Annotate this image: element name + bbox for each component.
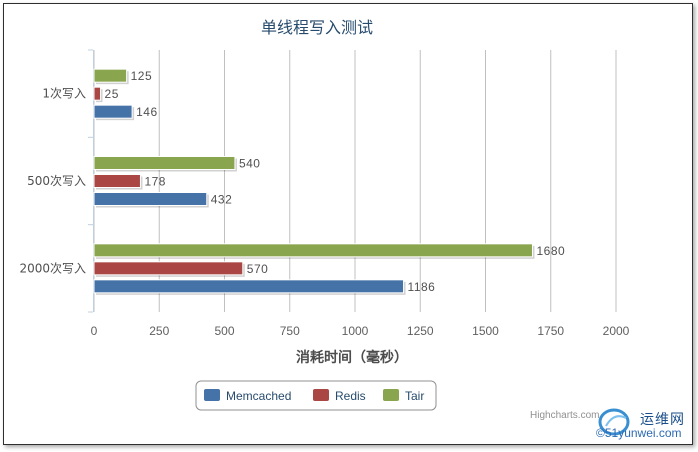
x-tick-label: 500 — [214, 324, 234, 338]
category-label: 500次写入 — [27, 174, 86, 188]
legend-swatch — [204, 389, 220, 401]
legend: Memcached Redis Tair — [195, 380, 437, 411]
category-label: 1次写入 — [42, 87, 86, 101]
x-tick-label: 1500 — [472, 324, 499, 338]
highcharts-credit[interactable]: Highcharts.com — [530, 410, 600, 421]
data-labels: 125 25 146 540 178 432 1680 570 1186 — [105, 69, 565, 294]
bar — [93, 86, 102, 101]
legend-label: Redis — [335, 389, 366, 403]
data-label: 1680 — [536, 244, 565, 258]
data-label: 540 — [239, 157, 261, 171]
data-label: 125 — [131, 69, 153, 83]
chart-title: 单线程写入测试 — [261, 18, 373, 37]
x-tick-labels: 0 250 500 750 1000 1250 1500 1750 2000 — [91, 324, 630, 338]
bars — [93, 68, 535, 295]
category-labels: 1次写入 500次写入 2000次写入 — [19, 87, 86, 276]
legend-label: Memcached — [226, 389, 291, 403]
x-tick-label: 250 — [149, 324, 169, 338]
x-axis-title: 消耗时间（毫秒） — [296, 349, 408, 366]
bar — [93, 192, 208, 206]
bar — [93, 104, 133, 119]
bar — [93, 279, 405, 294]
data-label: 1186 — [408, 280, 436, 294]
watermark-site: ©51yunwei.com — [596, 426, 682, 440]
axis-lines — [88, 49, 94, 313]
data-label: 570 — [247, 262, 269, 276]
x-tick-label: 2000 — [603, 324, 630, 338]
bar — [93, 68, 128, 83]
x-tick-label: 1000 — [342, 324, 369, 338]
data-label: 146 — [136, 105, 158, 119]
watermark-logo-icon — [598, 408, 630, 436]
legend-swatch — [313, 389, 329, 401]
x-tick-label: 1250 — [407, 324, 434, 338]
legend-swatch — [383, 389, 399, 401]
data-label: 432 — [211, 193, 233, 207]
x-tick-label: 750 — [280, 324, 300, 338]
category-label: 2000次写入 — [19, 261, 86, 275]
data-label: 178 — [144, 175, 166, 189]
bar — [93, 156, 236, 170]
legend-label: Tair — [405, 389, 424, 403]
bar — [93, 261, 244, 276]
data-label: 25 — [105, 87, 119, 101]
x-tick-label: 1750 — [537, 324, 564, 338]
watermark-title: 运维网 — [640, 412, 685, 428]
bar — [93, 243, 533, 258]
bar — [93, 174, 141, 188]
x-tick-label: 0 — [91, 324, 98, 338]
